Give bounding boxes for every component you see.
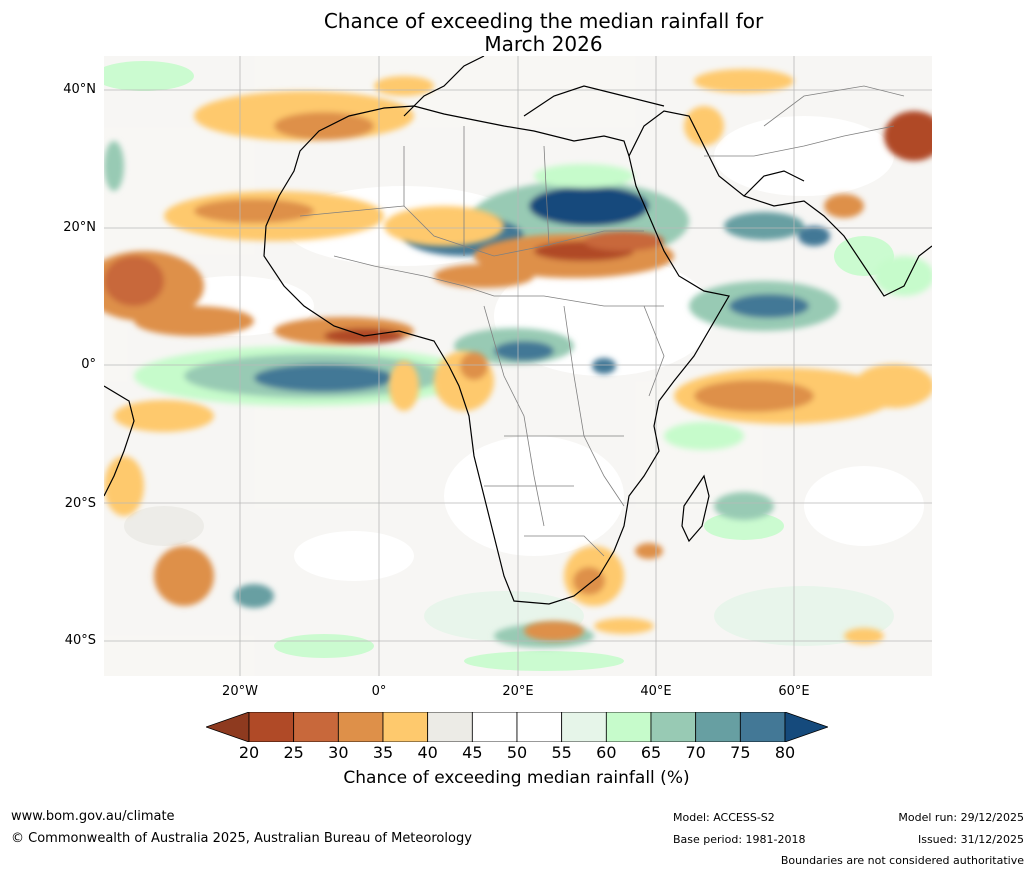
colorbar-box [293, 712, 339, 742]
colorbar-box [248, 712, 295, 742]
map-title: Chance of exceeding the median rainfall … [0, 10, 1035, 56]
model-run-text: Model run: 29/12/2025 [898, 811, 1024, 824]
colorbar-tick-label: 60 [596, 743, 617, 762]
issued-text: Issued: 31/12/2025 [917, 833, 1024, 846]
copyright-text: © Commonwealth of Australia 2025, Austra… [11, 831, 472, 846]
colorbar-tick-label: 25 [283, 743, 304, 762]
colorbar-box [695, 712, 741, 742]
lat-label-0: 0° [81, 357, 96, 372]
colorbar-extend-high [784, 712, 828, 742]
lat-label-40n: 40°N [63, 82, 96, 97]
colorbar-tick-label: 45 [462, 743, 483, 762]
colorbar-tick-label: 35 [372, 743, 394, 762]
lon-label-20e: 20°E [502, 684, 534, 699]
map-canvas [104, 56, 932, 676]
colorbar-tick-label: 70 [685, 743, 706, 762]
graticule-icon [104, 56, 932, 676]
model-text: Model: ACCESS-S2 [673, 811, 775, 824]
rainfall-map [104, 56, 932, 676]
colorbar-box [605, 712, 652, 742]
lon-label-40e: 40°E [640, 684, 672, 699]
lon-label-0: 0° [371, 684, 387, 699]
colorbar-tick-label: 50 [506, 743, 528, 762]
title-line-1: Chance of exceeding the median rainfall … [323, 9, 764, 33]
colorbar-box [650, 712, 697, 742]
colorbar-box [561, 712, 607, 742]
colorbar-box [427, 712, 473, 742]
colorbar [206, 712, 828, 742]
colorbar-box [382, 712, 429, 742]
coastline-icon [104, 56, 932, 605]
colorbar-tick-label: 20 [238, 743, 260, 762]
lat-label-20s: 20°S [64, 496, 96, 511]
colorbar-box [739, 712, 786, 742]
lon-label-20w: 20°W [222, 684, 258, 699]
colorbar-extend-low [206, 712, 250, 742]
colorbar-tick-label: 55 [551, 743, 572, 762]
colorbar-tick-label: 30 [328, 743, 349, 762]
disclaimer-text: Boundaries are not considered authoritat… [780, 854, 1024, 867]
colorbar-tick-label: 65 [640, 743, 662, 762]
colorbar-box [337, 712, 384, 742]
base-period-text: Base period: 1981-2018 [673, 833, 806, 846]
colorbar-tick-label: 80 [774, 743, 796, 762]
colorbar-tick-label: 75 [730, 743, 751, 762]
lon-label-60e: 60°E [778, 684, 810, 699]
colorbar-tick-label: 40 [417, 743, 438, 762]
website-link[interactable]: www.bom.gov.au/climate [11, 809, 175, 824]
colorbar-label: Chance of exceeding median rainfall (%) [343, 768, 690, 788]
lat-label-40s: 40°S [64, 633, 96, 648]
colorbar-box [516, 712, 563, 742]
colorbar-box [471, 712, 518, 742]
lat-label-20n: 20°N [63, 220, 96, 235]
title-line-2: March 2026 [484, 32, 603, 56]
country-boundary-icon [299, 85, 905, 557]
